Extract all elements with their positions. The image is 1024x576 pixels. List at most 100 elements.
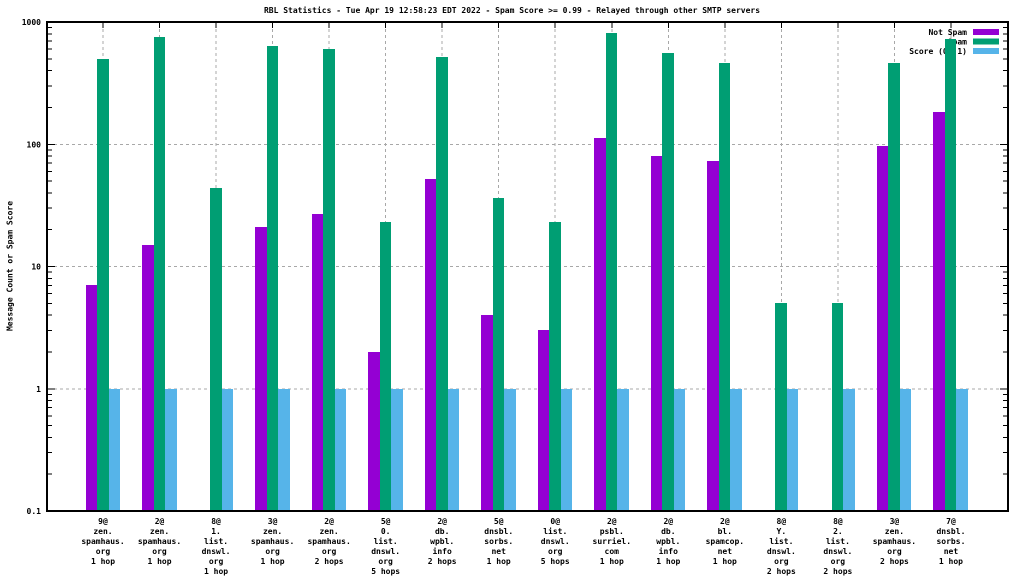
x-tick-label: 5@ xyxy=(381,517,391,526)
x-tick-label: bl. xyxy=(718,527,732,536)
x-tick-label: org xyxy=(152,547,167,556)
x-tick-label: org xyxy=(322,547,337,556)
bar-score-0-1--1 xyxy=(109,389,120,511)
x-tick-label: 3@ xyxy=(890,517,900,526)
x-tick-label: wpbl. xyxy=(656,537,680,546)
x-tick-label: dnswl. xyxy=(202,547,231,556)
x-tick-label: org xyxy=(265,547,280,556)
legend-swatch xyxy=(973,29,999,35)
x-tick-label: org xyxy=(831,557,846,566)
x-tick-label: 1 hop xyxy=(713,557,737,566)
bar-score-0-1--16 xyxy=(956,389,968,511)
x-tick-label: org xyxy=(96,547,111,556)
plot-border xyxy=(46,21,1009,512)
x-tick-label: spamhaus. xyxy=(251,537,294,546)
x-tick-label: 2 hops xyxy=(880,557,909,566)
bar-spam-7 xyxy=(436,57,448,511)
x-tick-label: 8@ xyxy=(211,517,221,526)
bar-spam-12 xyxy=(719,63,730,511)
x-tick-label: zen. xyxy=(150,527,169,536)
bar-not-spam-11 xyxy=(651,156,662,511)
bar-not-spam-5 xyxy=(312,214,323,511)
x-tick-label: spamhaus. xyxy=(873,537,916,546)
bar-spam-16 xyxy=(945,39,956,511)
x-tick-label: 7@ xyxy=(946,517,956,526)
bar-score-0-1--8 xyxy=(504,389,516,511)
x-tick-label: Y. xyxy=(777,527,787,536)
x-tick-label: zen. xyxy=(93,527,112,536)
bar-score-0-1--13 xyxy=(787,389,798,511)
x-tick-label: 2@ xyxy=(437,517,447,526)
x-tick-label: dnsbl. xyxy=(936,527,965,536)
x-tick-label: psbl. xyxy=(600,527,624,536)
x-tick-label: 0@ xyxy=(550,517,560,526)
y-tick-label: 10 xyxy=(31,263,41,272)
x-tick-label: 5 hops xyxy=(371,567,400,576)
bar-score-0-1--9 xyxy=(561,389,572,511)
chart-title: RBL Statistics - Tue Apr 19 12:58:23 EDT… xyxy=(263,6,761,15)
bar-spam-14 xyxy=(832,303,843,511)
bar-not-spam-4 xyxy=(255,227,267,511)
bar-not-spam-10 xyxy=(594,138,606,511)
bar-score-0-1--11 xyxy=(674,389,685,511)
x-tick-label: sorbs. xyxy=(484,537,513,546)
x-tick-label: spamhaus. xyxy=(307,537,350,546)
x-tick-label: 1 hop xyxy=(939,557,963,566)
x-tick-label: 1 hop xyxy=(261,557,285,566)
x-tick-label: org xyxy=(548,547,563,556)
bar-spam-8 xyxy=(493,198,504,511)
bar-score-0-1--15 xyxy=(900,389,911,511)
x-tick-label: net xyxy=(944,547,959,556)
x-tick-label: 2@ xyxy=(663,517,673,526)
x-tick-label: zen. xyxy=(885,527,904,536)
x-tick-label: 1 hop xyxy=(487,557,511,566)
x-tick-label: 2 hops xyxy=(767,567,796,576)
legend-label: Spam xyxy=(948,38,967,47)
x-tick-label: 0. xyxy=(381,527,391,536)
x-tick-label: 2@ xyxy=(324,517,334,526)
y-tick-label: 0.1 xyxy=(27,507,42,516)
x-tick-label: surriel. xyxy=(593,536,632,546)
x-tick-label: 2 hops xyxy=(428,557,457,566)
x-tick-label: 5@ xyxy=(494,517,504,526)
x-tick-label: 8@ xyxy=(833,517,843,526)
y-tick-label: 1 xyxy=(36,385,41,394)
bar-not-spam-9 xyxy=(538,330,549,511)
x-tick-label: 9@ xyxy=(98,517,108,526)
x-tick-label: 2@ xyxy=(155,517,165,526)
bar-score-0-1--4 xyxy=(278,389,290,511)
bar-spam-9 xyxy=(549,222,561,511)
x-tick-label: db. xyxy=(435,527,449,536)
x-tick-label: info xyxy=(659,546,678,556)
bar-not-spam-12 xyxy=(707,161,719,511)
bar-spam-4 xyxy=(267,46,278,511)
x-tick-label: 1 hop xyxy=(656,557,680,566)
x-tick-label: dnswl. xyxy=(541,537,570,546)
x-tick-label: 1 hop xyxy=(147,557,171,566)
x-tick-label: org xyxy=(887,547,902,556)
x-tick-label: zen. xyxy=(319,527,338,536)
bar-spam-6 xyxy=(380,222,391,511)
x-tick-label: spamhaus. xyxy=(81,537,124,546)
x-tick-label: spamhaus. xyxy=(138,537,181,546)
x-tick-label: dnsbl. xyxy=(484,527,513,536)
x-tick-label: 2. xyxy=(833,527,843,536)
y-tick-label: 100 xyxy=(27,140,42,149)
x-tick-label: list. xyxy=(204,536,228,546)
bar-not-spam-7 xyxy=(425,179,436,511)
bar-spam-5 xyxy=(323,49,335,511)
legend-label: Not Spam xyxy=(928,28,967,37)
bar-spam-10 xyxy=(606,33,617,511)
x-tick-label: org xyxy=(774,557,789,566)
x-tick-label: list. xyxy=(543,526,567,536)
bar-score-0-1--5 xyxy=(335,389,346,511)
x-tick-label: 1 hop xyxy=(600,557,624,566)
bar-spam-1 xyxy=(97,59,109,511)
x-tick-label: org xyxy=(378,557,393,566)
x-tick-label: list. xyxy=(769,536,793,546)
bar-score-0-1--3 xyxy=(222,389,233,511)
bar-spam-13 xyxy=(775,303,787,511)
bar-not-spam-8 xyxy=(481,315,493,511)
x-tick-label: 3@ xyxy=(268,517,278,526)
